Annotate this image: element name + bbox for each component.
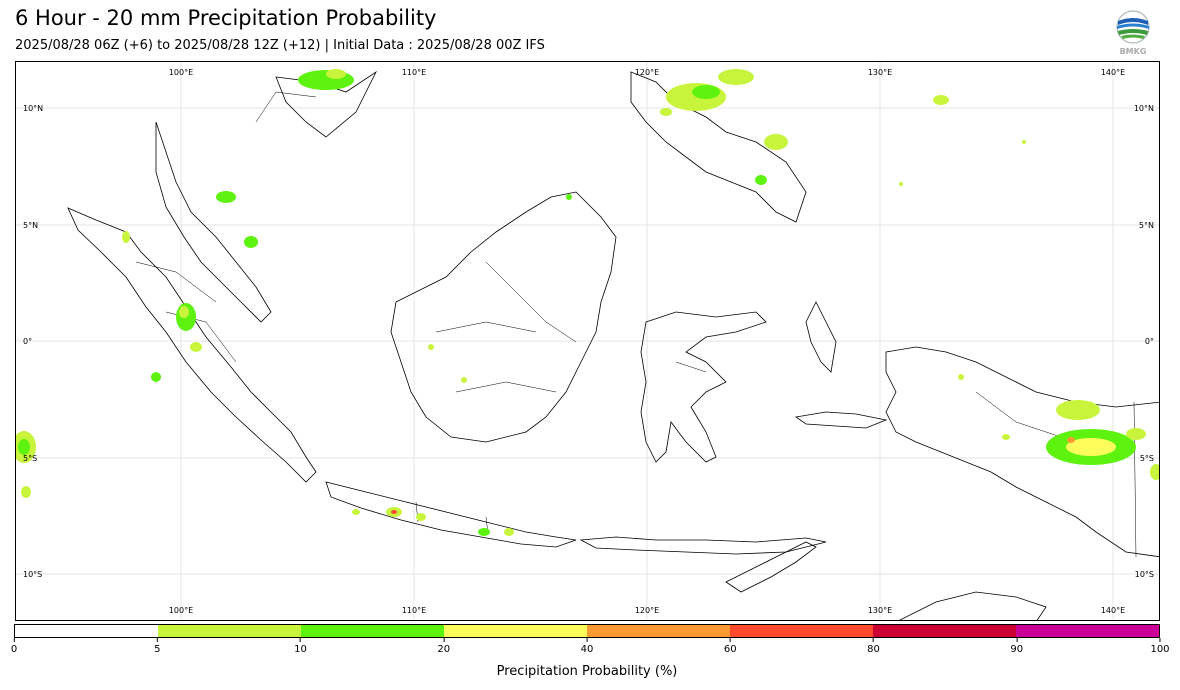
svg-text:BMKG: BMKG xyxy=(1120,47,1147,56)
lat-label-left: 5°N xyxy=(23,221,38,230)
halmahera-coast xyxy=(805,301,837,373)
colorbar-ticks: 0 5 10 20 40 60 80 90 100 xyxy=(11,638,1170,658)
map-subtitle: 2025/08/28 06Z (+6) to 2025/08/28 12Z (+… xyxy=(15,38,545,53)
coastlines xyxy=(67,70,1159,620)
lat-label-right: 10°N xyxy=(1134,104,1154,113)
lon-label-bottom: 100°E xyxy=(169,606,193,615)
lon-label-bottom: 140°E xyxy=(1101,606,1125,615)
colorbar-segment xyxy=(444,625,587,637)
colorbar-tick-label: 100 xyxy=(1150,638,1169,655)
colorbar-segment xyxy=(1016,625,1159,637)
lon-label-bottom: 110°E xyxy=(402,606,426,615)
colorbar-tick-label: 40 xyxy=(581,638,594,655)
lat-label-left: 10°S xyxy=(23,570,42,579)
colorbar-segment xyxy=(730,625,873,637)
sulawesi-coast xyxy=(640,311,767,463)
lat-label-right: 10°S xyxy=(1135,570,1154,579)
lat-label-left: 10°N xyxy=(23,104,43,113)
lon-label-top: 140°E xyxy=(1101,68,1125,77)
australia-coast xyxy=(899,591,1047,620)
java-coast xyxy=(325,481,577,548)
lon-label-bottom: 120°E xyxy=(635,606,659,615)
colorbar-tick-label: 5 xyxy=(154,638,160,655)
lon-label-bottom: 130°E xyxy=(868,606,892,615)
lesser-sunda-coast xyxy=(579,536,827,555)
lat-label-left: 0° xyxy=(23,337,32,346)
map-title: 6 Hour - 20 mm Precipitation Probability xyxy=(15,6,437,30)
colorbar-segment xyxy=(873,625,1016,637)
colorbar-tick-label: 20 xyxy=(437,638,450,655)
lat-label-right: 5°S xyxy=(1140,454,1154,463)
colorbar-tick-label: 80 xyxy=(867,638,880,655)
lon-label-top: 130°E xyxy=(868,68,892,77)
colorbar-segment xyxy=(587,625,730,637)
lat-label-left: 5°S xyxy=(23,454,37,463)
borneo-coast xyxy=(390,191,617,443)
admin-borders xyxy=(135,91,1137,558)
philippines-coast xyxy=(630,71,807,223)
colorbar-segment xyxy=(301,625,444,637)
map-panel: 100°E 110°E 120°E 130°E 140°E 100°E 110°… xyxy=(15,61,1160,621)
malay-peninsula-coast xyxy=(155,121,272,323)
colorbar-tick-label: 60 xyxy=(724,638,737,655)
colorbar xyxy=(14,624,1160,638)
lat-label-right: 5°N xyxy=(1139,221,1154,230)
graticule xyxy=(16,62,1159,620)
lat-label-right: 0° xyxy=(1145,337,1154,346)
colorbar-tick-label: 0 xyxy=(11,638,17,655)
timor-coast xyxy=(725,541,817,593)
colorbar-tick-label: 10 xyxy=(294,638,307,655)
colorbar-segment xyxy=(158,625,301,637)
seram-coast xyxy=(794,411,888,429)
colorbar-tick-label: 90 xyxy=(1010,638,1023,655)
colorbar-segment xyxy=(15,625,158,637)
lon-label-top: 110°E xyxy=(402,68,426,77)
indonesia-map: 100°E 110°E 120°E 130°E 140°E 100°E 110°… xyxy=(16,62,1159,620)
colorbar-label: Precipitation Probability (%) xyxy=(496,664,678,679)
precip-patches xyxy=(16,69,1159,536)
sumatra-coast xyxy=(67,207,317,483)
new-guinea-coast xyxy=(885,346,1159,558)
lon-label-top: 100°E xyxy=(169,68,193,77)
lon-label-top: 120°E xyxy=(635,68,659,77)
axis-labels: 100°E 110°E 120°E 130°E 140°E 100°E 110°… xyxy=(23,68,1154,615)
bmkg-logo-icon: BMKG xyxy=(1112,9,1154,57)
